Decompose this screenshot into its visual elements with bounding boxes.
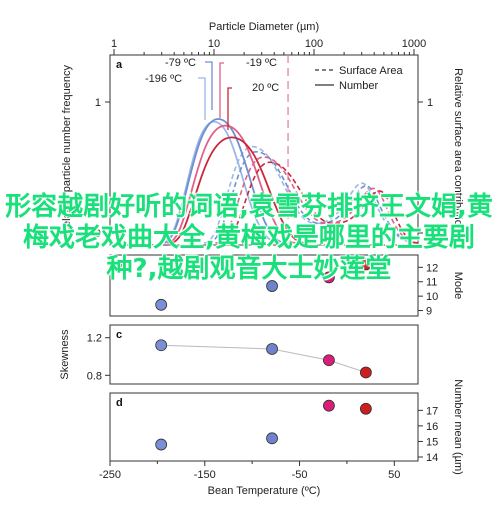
x-axis-title: Bean Temperature (ºC)	[208, 485, 321, 497]
panel-d-label: d	[116, 397, 123, 409]
legend-number-label: Number	[339, 80, 378, 92]
legend-surface-area-label: Surface Area	[339, 65, 403, 77]
y-axis-tick-label: 1.2	[87, 333, 102, 345]
number-curve-0	[161, 120, 280, 244]
number-curve-1	[162, 118, 287, 244]
panel-a-frame	[109, 54, 419, 246]
data-point	[155, 438, 168, 451]
data-point	[266, 343, 278, 355]
panel-b-label: b	[116, 259, 123, 271]
panel-c-frame	[109, 324, 419, 385]
top-axis-tick-label: 10	[208, 38, 220, 50]
y-axis-tick-label: 17	[426, 405, 438, 417]
right-axis-tick-label: 0	[427, 228, 433, 240]
y-axis-tick-label: 16	[426, 421, 438, 433]
data-point	[359, 366, 372, 379]
surface-area-curve-3	[221, 161, 419, 244]
x-axis-tick-label: -250	[99, 469, 121, 481]
data-point	[155, 339, 168, 352]
panel-b-frame	[109, 254, 419, 317]
y-axis-tick-label: 9	[426, 306, 432, 318]
curve-annotation-label: -19 ºC	[246, 57, 277, 69]
curve-annotation-label: -196 ºC	[145, 73, 182, 85]
annotation-leader-line	[227, 87, 232, 130]
panel-a-label: a	[116, 59, 123, 71]
top-axis-tick-label: 1	[111, 38, 117, 50]
y-axis-tick-label: 12	[426, 262, 438, 274]
y-axis-tick-label: 15	[426, 436, 438, 448]
right-axis-title: Relative surface area contribution	[452, 68, 464, 232]
left-axis-tick-label: 0	[95, 228, 101, 240]
x-axis-tick-label: -50	[292, 469, 308, 481]
top-axis-tick-label: 1000	[402, 38, 426, 50]
panel-c-label: c	[116, 329, 122, 341]
left-axis-title: Relative particle number frequency	[61, 65, 73, 235]
y-axis-tick-label: 0.8	[87, 370, 102, 382]
number-curve-2	[167, 124, 297, 244]
data-point	[323, 399, 335, 412]
annotation-leader-line	[219, 62, 224, 118]
top-axis-title: Particle Diameter (µm)	[209, 21, 319, 33]
annotation-leader-line	[205, 61, 213, 110]
panel-d-frame	[109, 392, 419, 462]
data-point	[155, 298, 168, 311]
top-axis-tick-label: 100	[305, 38, 323, 50]
y-axis-title: Mode	[452, 272, 464, 300]
trend-line	[161, 344, 367, 373]
data-point	[359, 258, 372, 271]
curve-annotation-label: -79 ºC	[165, 57, 196, 69]
data-point	[266, 432, 278, 445]
data-point	[323, 271, 335, 284]
curve-annotation-label: 20 ºC	[252, 82, 279, 94]
surface-area-curve-2	[215, 156, 419, 244]
y-axis-tick-label: 11	[426, 277, 437, 289]
y-axis-title: Number mean (µm)	[452, 379, 464, 475]
y-axis-tick-label: 10	[426, 291, 438, 303]
data-point	[266, 280, 278, 292]
surface-area-curve-0	[203, 145, 419, 244]
y-axis-tick-label: 14	[426, 452, 438, 464]
x-axis-tick-label: -150	[194, 469, 216, 481]
x-axis-tick-label: 50	[388, 469, 400, 481]
data-point	[323, 354, 335, 367]
data-point	[359, 402, 372, 415]
overlay-watermark-text: 形容越剧好听的词语,袁雪芬排挤王文娟,黄梅戏老戏曲大全,黄梅戏是哪里的主要剧种?…	[5, 192, 493, 284]
annotation-leader-line	[198, 77, 206, 120]
left-axis-tick-label: 1	[95, 97, 101, 109]
right-axis-tick-label: 1	[427, 97, 433, 109]
number-curve-3	[170, 136, 306, 244]
y-axis-title: Skewness	[59, 329, 71, 380]
surface-area-curve-1	[207, 150, 419, 244]
